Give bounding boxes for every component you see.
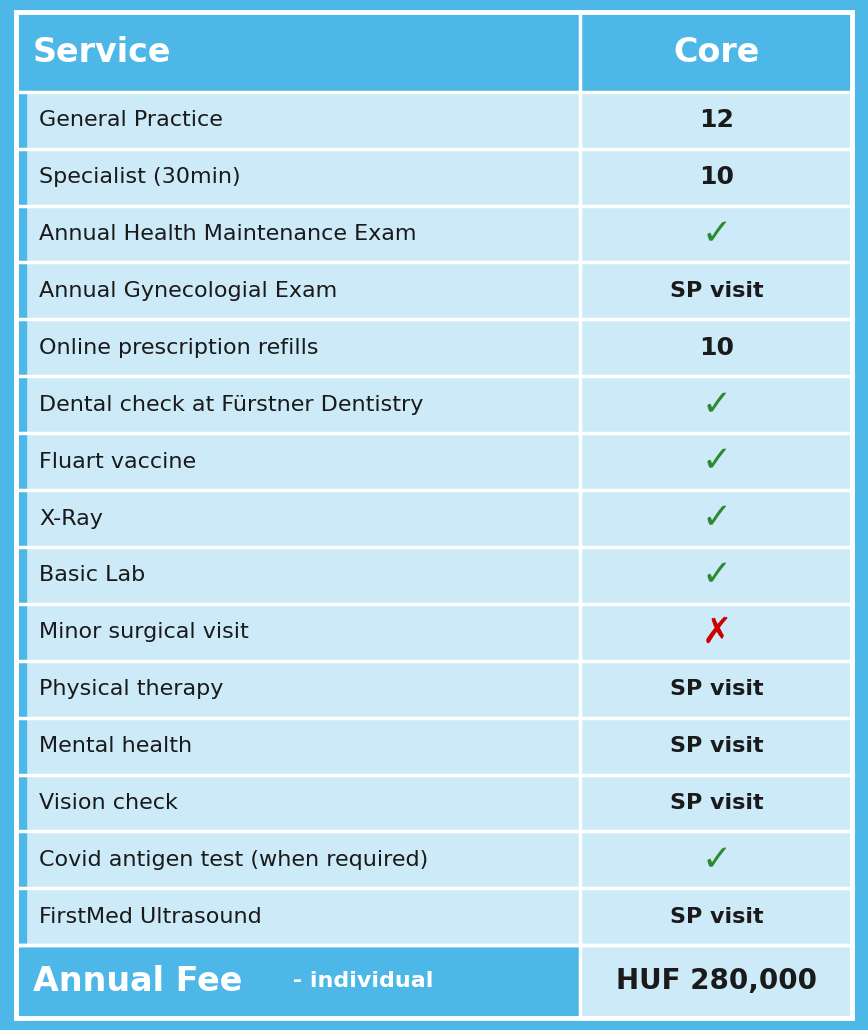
Text: Annual Gynecologial Exam: Annual Gynecologial Exam [39, 281, 338, 301]
Bar [16, 547, 26, 604]
Text: General Practice: General Practice [39, 110, 223, 130]
Bar [16, 434, 26, 490]
Bar [16, 263, 26, 319]
Text: Fluart vaccine: Fluart vaccine [39, 451, 196, 472]
Text: SP visit: SP visit [669, 281, 763, 301]
Bar [16, 831, 26, 888]
Text: Covid antigen test (when required): Covid antigen test (when required) [39, 850, 428, 870]
Text: ✓: ✓ [701, 387, 732, 421]
Bar [16, 604, 852, 661]
Text: ✓: ✓ [701, 558, 732, 592]
Bar [16, 490, 852, 547]
Bar [16, 206, 26, 263]
Bar [16, 547, 852, 604]
Text: SP visit: SP visit [669, 793, 763, 813]
Text: Core: Core [674, 36, 760, 69]
Bar [16, 434, 852, 490]
Bar [16, 718, 852, 775]
Text: Mental health: Mental health [39, 736, 192, 756]
Bar [16, 946, 581, 1018]
Bar [16, 831, 852, 888]
Text: FirstMed Ultrasound: FirstMed Ultrasound [39, 906, 262, 927]
Text: Online prescription refills: Online prescription refills [39, 338, 319, 357]
Text: Service: Service [33, 36, 172, 69]
Bar [16, 263, 852, 319]
Bar [16, 775, 852, 831]
Text: X-Ray: X-Ray [39, 509, 103, 528]
Bar [16, 718, 26, 775]
Text: Annual Fee: Annual Fee [33, 965, 242, 998]
Text: Minor surgical visit: Minor surgical visit [39, 622, 249, 643]
Bar [16, 376, 852, 434]
Text: ✓: ✓ [701, 445, 732, 479]
Bar [16, 12, 852, 92]
Text: Annual Health Maintenance Exam: Annual Health Maintenance Exam [39, 224, 417, 244]
Text: HUF 280,000: HUF 280,000 [616, 967, 817, 995]
Text: SP visit: SP visit [669, 736, 763, 756]
Bar [16, 661, 26, 718]
Text: 12: 12 [699, 108, 733, 132]
Text: Dental check at Fürstner Dentistry: Dental check at Fürstner Dentistry [39, 394, 424, 415]
Text: ✓: ✓ [701, 502, 732, 536]
Text: ✗: ✗ [701, 615, 732, 649]
Bar [16, 148, 26, 206]
Text: ✓: ✓ [701, 217, 732, 251]
Text: Specialist (30min): Specialist (30min) [39, 167, 240, 187]
Text: 10: 10 [699, 165, 734, 190]
Text: Vision check: Vision check [39, 793, 178, 813]
Text: Basic Lab: Basic Lab [39, 565, 145, 585]
Bar [16, 376, 26, 434]
Text: Physical therapy: Physical therapy [39, 679, 223, 699]
Bar [16, 661, 852, 718]
Bar [16, 604, 26, 661]
Text: ✓: ✓ [701, 843, 732, 877]
Bar [16, 148, 852, 206]
Bar [16, 888, 26, 946]
Bar [16, 888, 852, 946]
Text: - individual: - individual [285, 971, 433, 992]
Text: 10: 10 [699, 336, 734, 359]
Text: SP visit: SP visit [669, 906, 763, 927]
Bar [16, 92, 26, 148]
Bar [16, 319, 852, 376]
Text: SP visit: SP visit [669, 679, 763, 699]
Bar [16, 775, 26, 831]
Bar [581, 946, 852, 1018]
Bar [16, 206, 852, 263]
Bar [16, 490, 26, 547]
Bar [16, 92, 852, 148]
Bar [16, 319, 26, 376]
